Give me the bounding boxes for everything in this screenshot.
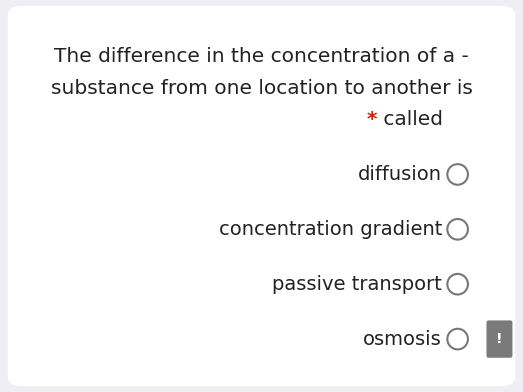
Text: passive transport: passive transport xyxy=(272,275,442,294)
Text: *: * xyxy=(366,110,377,129)
Text: substance from one location to another is: substance from one location to another i… xyxy=(51,79,472,98)
Text: called: called xyxy=(377,110,442,129)
Text: !: ! xyxy=(496,332,503,346)
Point xyxy=(453,226,462,232)
Text: osmosis: osmosis xyxy=(363,330,442,348)
Point xyxy=(453,281,462,287)
Text: The difference in the concentration of a -: The difference in the concentration of a… xyxy=(54,47,469,66)
Point xyxy=(453,336,462,342)
Text: concentration gradient: concentration gradient xyxy=(219,220,442,239)
FancyBboxPatch shape xyxy=(486,320,513,358)
Text: diffusion: diffusion xyxy=(358,165,442,184)
Point xyxy=(453,171,462,178)
